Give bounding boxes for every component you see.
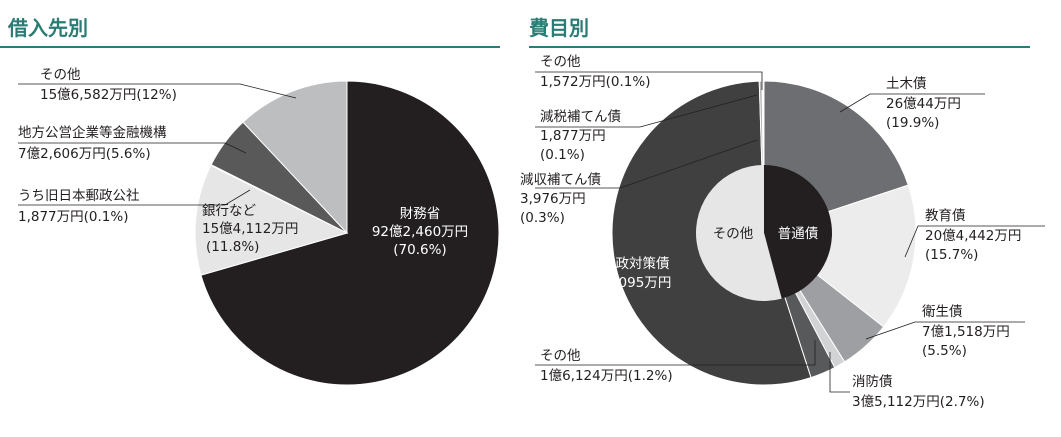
label-cat-doboku-name: 土木債 [886,76,927,92]
label-cat-other-name: その他 [540,348,581,364]
inner-donut: 普通債 その他 [696,165,833,301]
label-lender-bank-percent: (11.8%) [206,239,259,255]
label-cat-other-small-name: その他 [540,54,581,70]
pie-lender [194,80,500,386]
labels-lender: その他 15億6,582万円(12%) 地方公営企業等金融機構 7億2,606万… [18,67,468,258]
chart-title-category: 費目別 [529,16,589,40]
label-cat-genshu-name: 減収補てん債 [520,171,601,188]
label-cat-genshu-amount: 3,976万円 [520,191,586,207]
label-lender-yusei-amount: 1,877万円(0.1%) [18,209,129,225]
label-cat-kyoiku-amount: 20億4,442万円 [925,228,1021,244]
label-lender-bank-amount: 15億4,112万円 [202,221,298,237]
labels-category: その他 1,572万円(0.1%) 減税補てん債 1,877万円 (0.1%) … [520,54,1021,410]
label-lender-kiko-amount: 7億2,606万円(5.6%) [18,146,151,162]
label-lender-other-name: その他 [40,67,81,83]
chart-title-lender: 借入先別 [7,16,88,40]
label-cat-other-amount: 1億6,124万円(1.2%) [540,368,673,384]
inner-label-futsu: 普通債 [778,226,819,242]
inner-label-other: その他 [713,226,754,242]
label-lender-mof-percent: (70.6%) [393,242,446,258]
inner-slice-futsu [764,165,833,299]
label-cat-rinji-name: 臨時財政対策債 [575,255,670,272]
category-slice-8 [762,80,765,234]
lender-slice-4 [242,80,348,235]
label-cat-rinji-percent: (54.5%) [575,294,628,310]
inner-slice-other [696,165,782,301]
label-cat-genzei-name: 減税補てん債 [540,108,621,125]
label-cat-eisei-amount: 7億1,518万円 [922,324,1010,340]
label-cat-genzei-percent: (0.1%) [540,147,585,163]
label-cat-shobo-amount: 3億5,112万円(2.7%) [852,394,985,410]
label-cat-eisei-name: 衛生債 [922,304,963,320]
label-cat-kyoiku-percent: (15.7%) [925,247,978,263]
label-lender-yusei-name: うち旧日本郵政公社 [18,188,140,204]
label-lender-mof-amount: 92億2,460万円 [372,224,468,240]
label-cat-kyoiku-name: 教育債 [925,208,966,224]
label-cat-eisei-percent: (5.5%) [922,343,967,359]
label-cat-shobo-name: 消防債 [852,374,893,390]
label-cat-doboku-percent: (19.9%) [886,115,939,131]
label-cat-genzei-amount: 1,877万円 [540,128,606,144]
leader-lines-lender [18,83,297,206]
label-lender-mof-name: 財務省 [400,206,441,222]
label-cat-genshu-percent: (0.3%) [520,210,565,226]
leader-lines-category [535,71,1045,393]
label-cat-other-small-amount: 1,572万円(0.1%) [540,74,651,90]
label-cat-doboku-amount: 26億44万円 [886,96,961,112]
label-cat-rinji-amount: 71億1,095万円 [575,275,671,291]
lender-slice-1 [194,164,349,276]
label-lender-bank-name: 銀行など [202,203,256,219]
label-lender-kiko-name: 地方公営企業等金融機構 [18,124,167,141]
lender-slice-0 [200,80,500,386]
label-lender-other-amount: 15億6,582万円(12%) [40,87,177,103]
